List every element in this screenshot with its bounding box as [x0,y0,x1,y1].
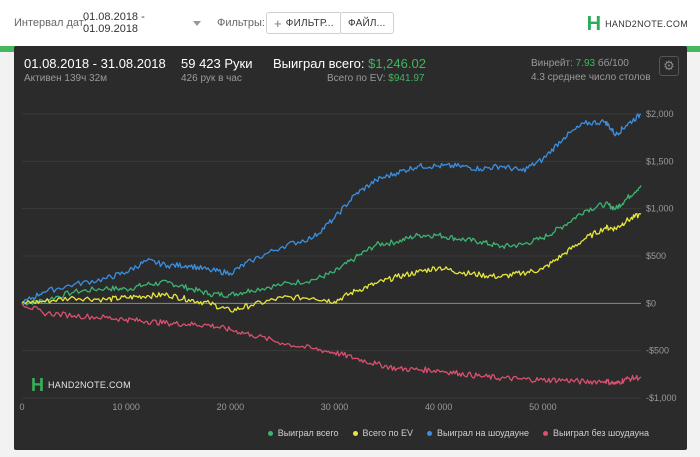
x-tick-label: 30 000 [321,402,349,412]
stat-tables: 4.3 среднее число столов [531,72,651,83]
y-tick-label: $1,000 [646,204,674,214]
legend-item: Выиграл на шоудауне [427,428,529,438]
series-line [21,302,642,386]
winrate-label: Винрейт: [531,58,573,69]
legend-item: Выиграл всего [267,428,339,438]
file-button[interactable]: ФАЙЛ... [340,12,394,34]
watermark: H HAND2NOTE.COM [31,376,131,394]
y-tick-label: $2,000 [646,109,674,119]
stat-active-time: Активен 139ч 32м [24,73,108,84]
ev-label: Всего по EV: [327,73,386,84]
filter-button[interactable]: + ФИЛЬТР... [266,12,342,34]
y-tick-label: -$1,000 [646,393,677,403]
hand2note-logo-icon: H [31,375,44,395]
watermark-text: HAND2NOTE.COM [48,380,131,390]
x-tick-label: 10 000 [112,402,140,412]
stat-date-range: 01.08.2018 - 31.08.2018 [24,56,166,71]
series-line [21,213,642,313]
stat-hands-per-hour: 426 рук в час [181,73,242,84]
file-button-label: ФАЙЛ... [348,17,386,29]
profit-chart: $2,000 $1,500 $1,000 $500 $0 -$500 -$1,000 0 10 … [19,109,677,412]
x-tick-label: 0 [19,402,24,412]
legend-label: Выиграл без шоудауна [553,428,649,438]
x-tick-label: 20 000 [217,402,245,412]
toolbar: Интервал дат: 01.08.2018 - 01.09.2018 Фи… [0,0,700,46]
legend-label: Всего по EV [362,428,414,438]
legend-item: Выиграл без шоудауна [543,428,649,438]
stat-hands: 59 423 Руки [181,56,253,71]
y-tick-label: $500 [646,251,666,261]
y-tick-label: $0 [646,298,656,308]
series-line [21,113,642,306]
won-label: Выиграл всего: [273,56,365,71]
date-interval-value: 01.08.2018 - 01.09.2018 [83,11,145,35]
y-tick-label: -$500 [646,346,669,356]
chevron-down-icon [193,20,201,26]
ev-value: $941.97 [388,73,425,84]
legend-dot-icon [267,430,273,436]
winrate-value: 7.93 [575,58,596,69]
brand-text: HAND2NOTE.COM [605,19,688,29]
winrate-unit: бб/100 [597,58,629,69]
brand-logo: H HAND2NOTE.COM [587,14,688,34]
date-interval-select[interactable]: 01.08.2018 - 01.09.2018 [83,11,201,35]
gear-icon[interactable]: ⚙ [659,56,679,76]
stat-won-total: Выиграл всего: $1,246.02 [273,56,426,71]
series-line [21,185,642,306]
y-tick-label: $1,500 [646,156,674,166]
legend-label: Выиграл на шоудауне [437,428,529,438]
legend-item: Всего по EV [352,428,414,438]
legend-dot-icon [427,430,433,436]
legend-dot-icon [543,430,548,436]
filter-button-label: ФИЛЬТР... [285,17,334,29]
stat-ev-total: Всего по EV: $941.97 [327,73,424,84]
filters-label: Фильтры: [217,17,265,29]
plus-icon: + [274,15,282,31]
x-tick-label: 40 000 [425,402,453,412]
legend-label: Выиграл всего [277,428,339,438]
legend-dot-icon [352,430,358,436]
stat-winrate: Винрейт: 7.93 бб/100 [531,58,629,69]
hand2note-logo-icon: H [586,13,602,35]
chart-legend: Выиграл всего Всего по EV Выиграл на шоуда… [267,428,649,438]
won-value: $1,246.02 [368,56,426,71]
x-tick-label: 50 000 [529,402,557,412]
date-interval-label: Интервал дат: [14,17,87,29]
graph-panel: 01.08.2018 - 31.08.2018 Активен 139ч 32м… [14,46,687,450]
